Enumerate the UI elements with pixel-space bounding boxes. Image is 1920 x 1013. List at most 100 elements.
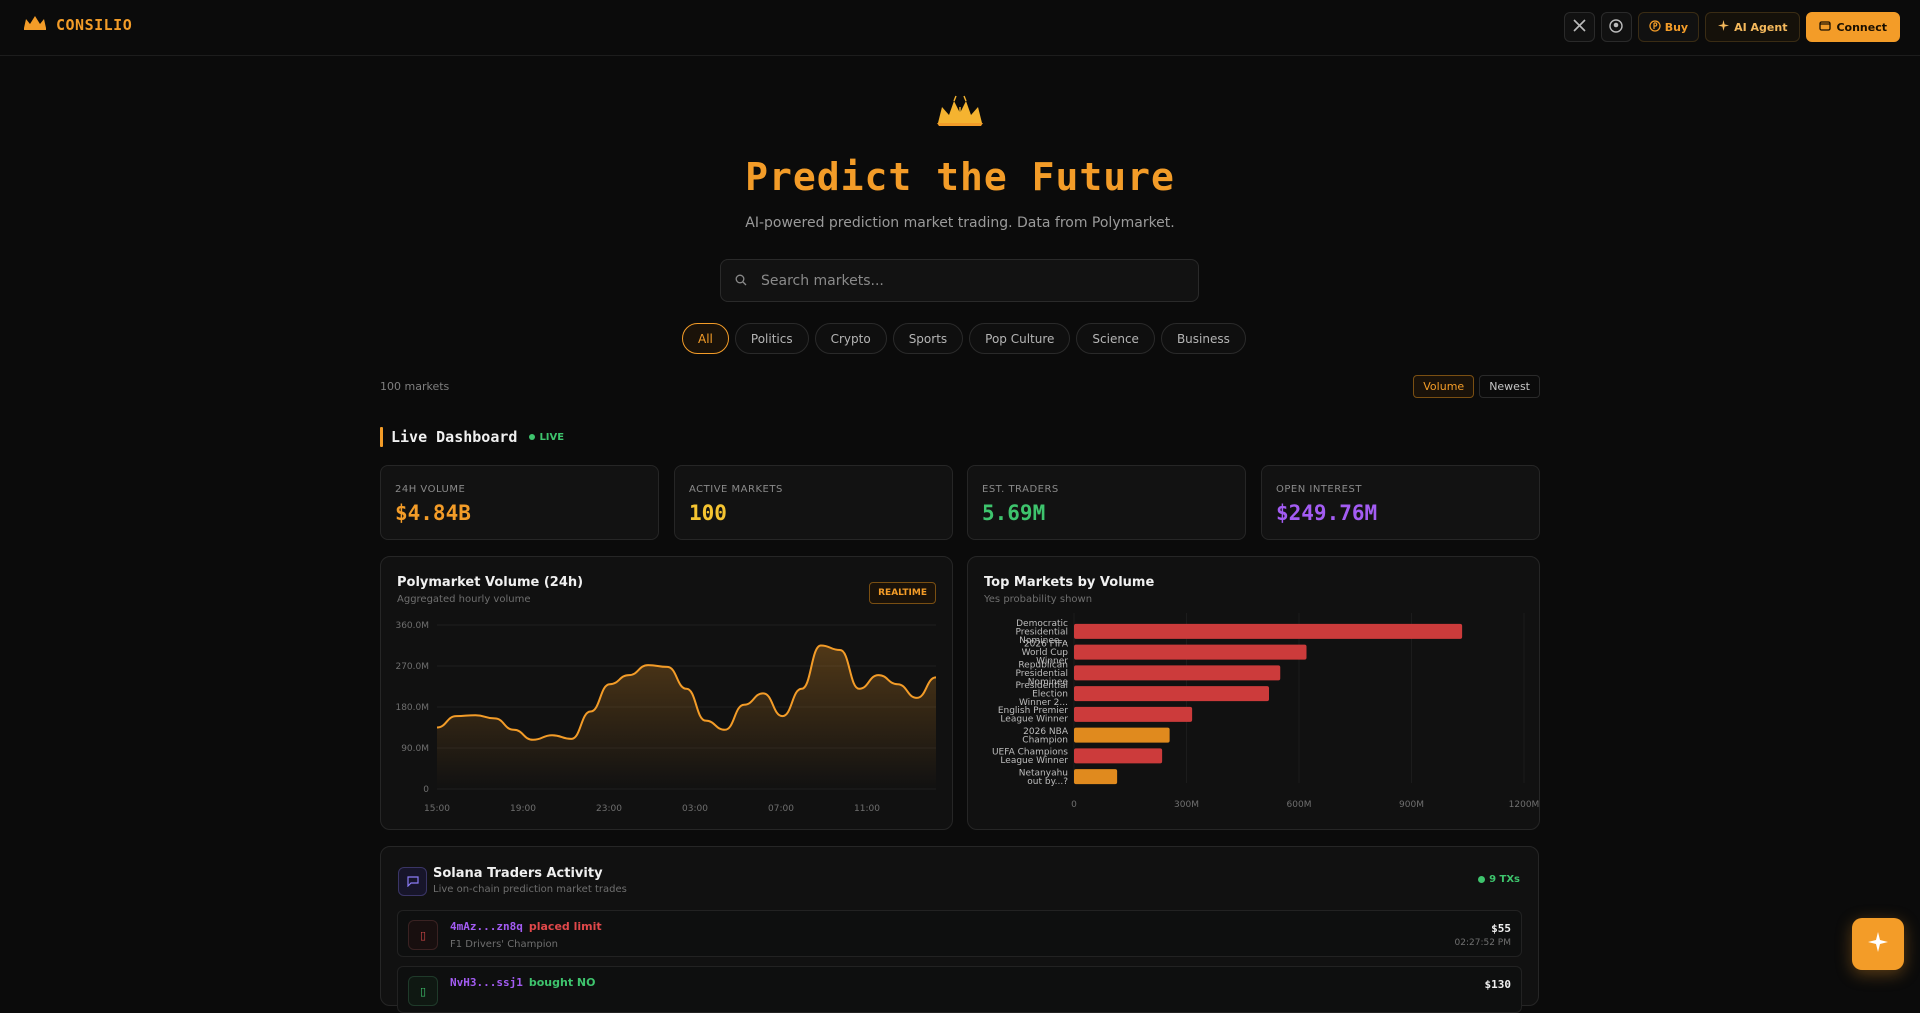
sparkle-icon [1718,20,1730,34]
market-count: 100 markets [380,380,450,393]
x-tick-label: 15:00 [424,804,450,814]
x-twitter-button[interactable] [1563,12,1595,42]
hero-subtitle: AI-powered prediction market trading. Da… [745,215,1175,231]
x-tick-label: 23:00 [596,804,622,814]
search-box[interactable] [720,259,1199,302]
top-navbar: CONSILIO Buy AI Agent Connect [0,0,1920,56]
market-label: 2026 NBA Champion [1022,727,1069,746]
tx-count: 9 TXs [1489,874,1520,885]
tx-count-badge: 9 TXs [1478,874,1520,885]
stat-card-open-interest: OPEN INTEREST $249.76M [1261,465,1540,540]
dashboard-header: Live Dashboard LIVE [380,427,564,447]
y-tick-label: 360.0M [395,621,429,631]
market-bar [1074,727,1170,743]
market-label-line: Presidential [1016,627,1069,637]
x-logo-icon [1573,19,1586,35]
top-markets-title: Top Markets by Volume [984,575,1155,590]
trade-market: F1 Drivers' Champion [450,939,558,950]
market-label: 2026 FIFA World Cup Winner [1022,640,1069,667]
market-bar [1074,665,1281,681]
x-tick-label: 03:00 [682,804,708,814]
category-pop-culture[interactable]: Pop Culture [969,323,1071,354]
trader-address[interactable]: NvH3...ssj1 bought NO [450,976,596,989]
market-label-line: Presidential [1016,669,1069,679]
trade-row[interactable]: ▯ 4mAz...zn8q placed limit F1 Drivers' Ch… [397,910,1522,957]
live-badge: LIVE [529,432,564,443]
market-label-line: League Winner [1000,756,1068,766]
volume-chart-title: Polymarket Volume (24h) [397,575,584,590]
realtime-badge: REALTIME [869,582,936,604]
x-tick-label: 0 [1071,800,1077,810]
trade-amount: $55 [1491,922,1511,935]
volume-chart-subtitle: Aggregated hourly volume [397,594,531,605]
market-label-line: 2026 FIFA [1024,640,1069,650]
y-tick-label: 180.0M [395,703,429,713]
sort-volume-button[interactable]: Volume [1413,375,1475,398]
sort-options: Volume Newest [1413,375,1540,398]
trade-time: 02:27:52 PM [1454,938,1511,948]
connect-label: Connect [1836,20,1887,34]
market-bar [1074,686,1269,702]
market-label-line: Winner [1036,657,1068,667]
market-label: English Premier League Winner [998,706,1068,725]
solana-activity-panel: Solana Traders Activity Live on-chain pr… [380,846,1539,1013]
github-button[interactable] [1600,12,1632,42]
trade-action: placed limit [528,920,602,933]
market-label-line: Democratic [1016,619,1068,629]
chat-icon [398,867,427,896]
market-bar [1074,623,1463,639]
x-tick-label: 11:00 [854,804,880,814]
market-bar [1074,748,1163,764]
brand[interactable]: CONSILIO [22,14,132,36]
market-label-line: Champion [1022,735,1068,745]
category-business[interactable]: Business [1160,323,1246,354]
live-label: LIVE [539,431,565,443]
trade-type-icon: ▯ [408,976,438,1006]
crown-logo-icon [22,14,48,36]
stat-label: EST. TRADERS [982,484,1059,495]
stat-value: $4.84B [395,501,471,525]
app-name: CONSILIO [56,16,133,34]
market-bar [1074,769,1118,785]
buy-button[interactable]: Buy [1637,12,1700,42]
volume-line [436,644,937,741]
trade-row[interactable]: ▯ NvH3...ssj1 bought NO $130 [397,966,1522,1013]
connect-wallet-button[interactable]: Connect [1806,12,1900,42]
top-markets-panel: Top Markets by Volume Yes probability sh… [967,556,1540,830]
market-bar [1074,706,1193,722]
sort-newest-button[interactable]: Newest [1479,375,1540,398]
market-label-line: Election [1032,690,1068,700]
trader-address[interactable]: 4mAz...zn8q placed limit [450,920,602,933]
stat-label: 24H VOLUME [395,484,466,495]
market-label-line: World Cup [1022,648,1069,658]
volume-chart-panel: Polymarket Volume (24h) Aggregated hourl… [380,556,953,830]
stat-card-active-markets: ACTIVE MARKETS 100 [674,465,953,540]
category-science[interactable]: Science [1076,323,1155,354]
market-label-line: Presidential [1016,681,1069,691]
market-label-line: English Premier [998,706,1068,716]
trade-amount: $130 [1484,978,1512,991]
x-tick-label: 900M [1399,800,1424,810]
search-input[interactable] [759,271,1163,290]
wallet-icon [1819,20,1832,34]
x-tick-label: 19:00 [510,804,536,814]
category-filters: All Politics Crypto Sports Pop Culture S… [682,323,1246,354]
stat-card-est-traders: EST. TRADERS 5.69M [967,465,1246,540]
ai-agent-button[interactable]: AI Agent [1705,12,1801,42]
market-label-line: League Winner [1000,715,1068,725]
market-label-line: UEFA Champions [992,748,1068,758]
category-sports[interactable]: Sports [892,323,964,354]
market-bar [1074,644,1307,660]
ai-assistant-fab[interactable] [1852,918,1904,970]
stat-value: 100 [689,501,727,525]
buy-label: Buy [1664,20,1689,34]
market-label: Netanyahu out by...? [1019,768,1069,787]
activity-subtitle: Live on-chain prediction market trades [433,884,627,895]
category-politics[interactable]: Politics [734,323,809,354]
category-all[interactable]: All [682,323,729,354]
market-label-line: Nominee... [1019,636,1068,646]
category-crypto[interactable]: Crypto [814,323,887,354]
market-label-line: Netanyahu [1019,768,1068,778]
stat-label: ACTIVE MARKETS [689,484,783,495]
